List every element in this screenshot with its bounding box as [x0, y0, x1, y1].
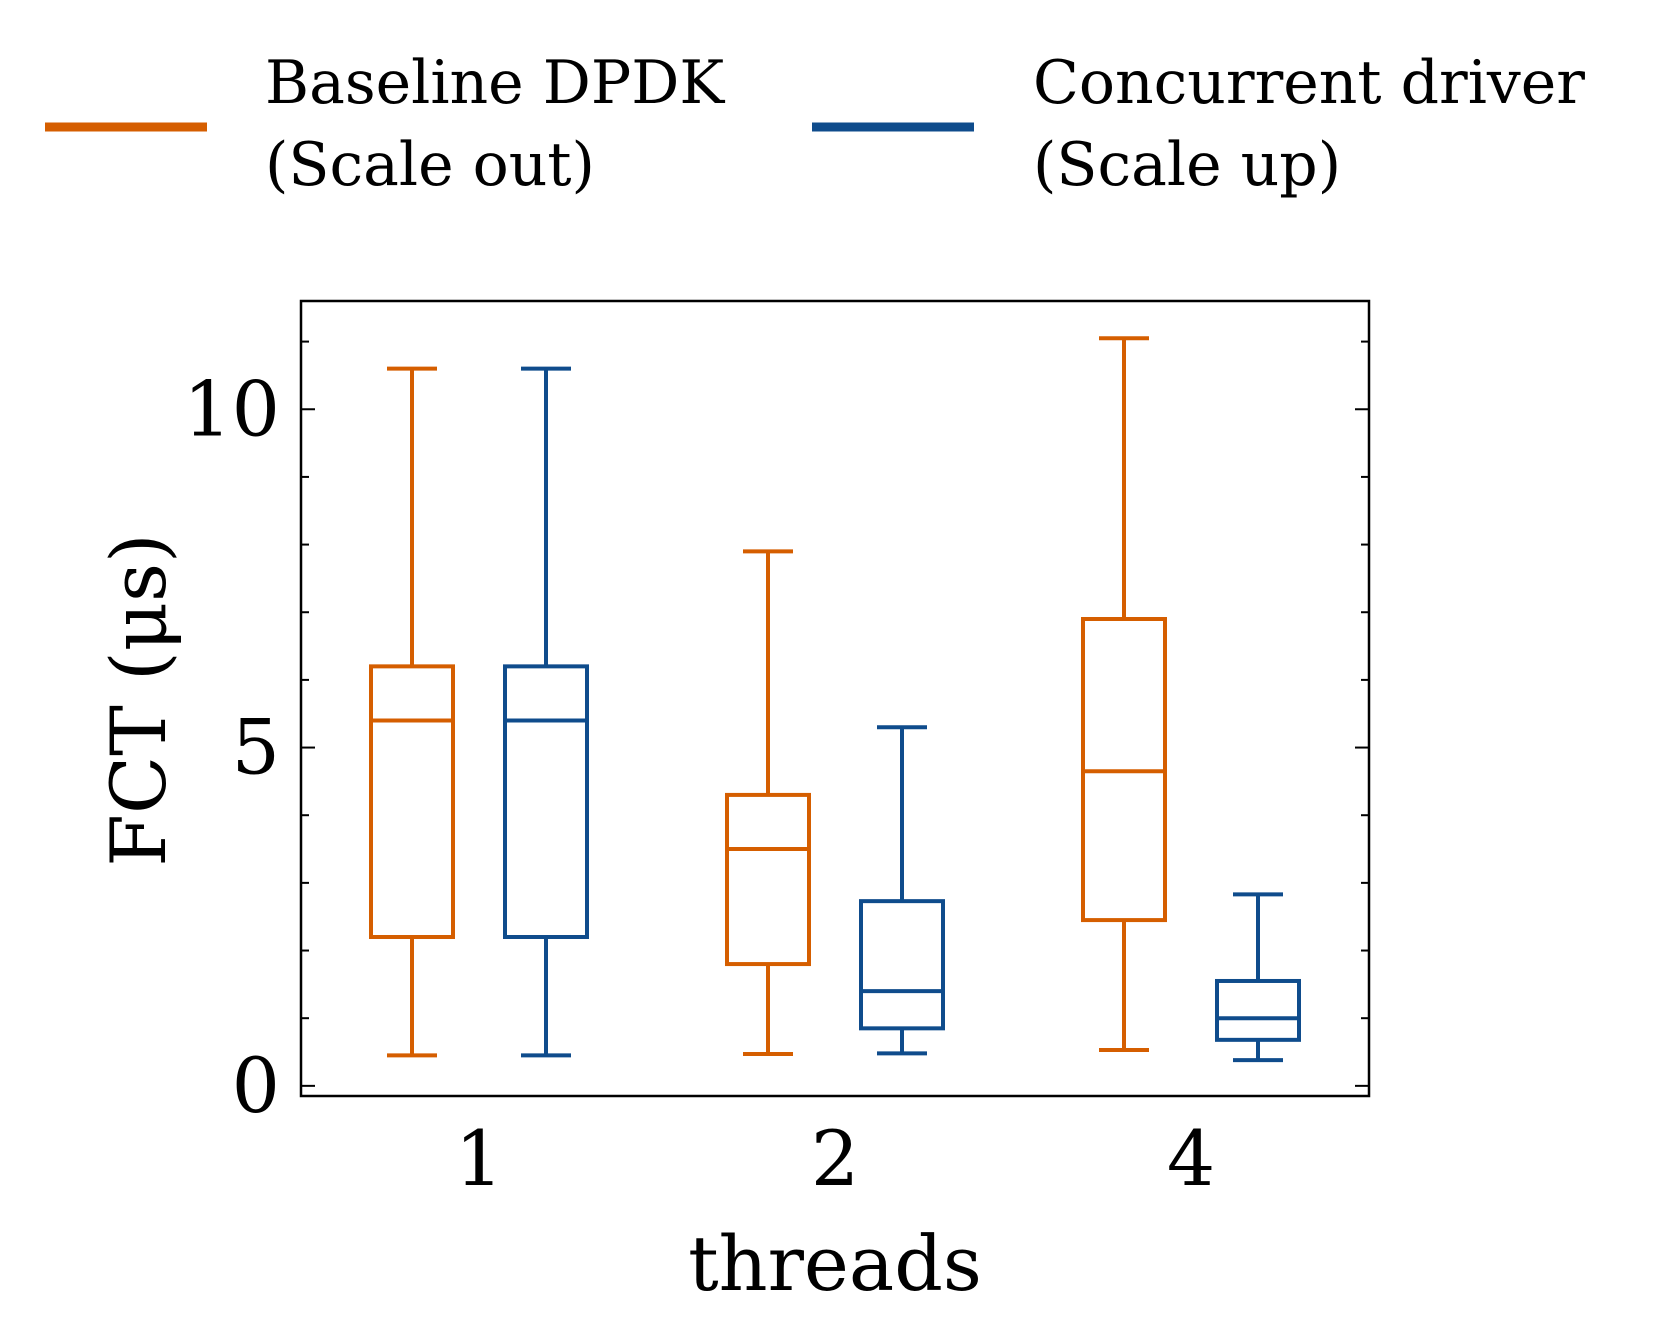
legend-label-baseline-line1: Baseline DPDK [265, 48, 725, 118]
y-axis-tick-labels: 0 5 10 [183, 364, 280, 1130]
y-tick-label: 5 [232, 703, 280, 792]
box-concurrent-driver-2 [859, 725, 945, 1056]
box-baseline-dpdk-4 [1081, 336, 1167, 1052]
legend: Baseline DPDK (Scale out) Concurrent dri… [45, 48, 1585, 200]
x-axis-label: threads [688, 1219, 982, 1308]
y-tick-label: 0 [232, 1041, 280, 1130]
plot-area-frame [299, 299, 1371, 1098]
box-iqr [369, 664, 455, 939]
x-tick-label: 2 [811, 1114, 859, 1203]
box-iqr [503, 664, 589, 939]
box-iqr [859, 899, 945, 1031]
box-baseline-dpdk-2 [725, 549, 811, 1057]
box-concurrent-driver-1 [503, 366, 589, 1058]
box-iqr [725, 792, 811, 967]
x-axis-tick-labels: 1 2 4 [455, 1114, 1215, 1203]
y-axis-label: FCT (μs) [94, 533, 183, 866]
box-plots [369, 336, 1301, 1063]
y-tick-label: 10 [183, 364, 280, 453]
box-concurrent-driver-4 [1215, 892, 1301, 1063]
x-tick-label: 1 [455, 1114, 503, 1203]
x-tick-label: 4 [1167, 1114, 1215, 1203]
legend-label-baseline-line2: (Scale out) [265, 130, 595, 200]
box-iqr [1215, 978, 1301, 1042]
y-axis-ticks [301, 340, 1369, 1087]
box-baseline-dpdk-1 [369, 366, 455, 1058]
legend-label-concurrent-line2: (Scale up) [1033, 130, 1341, 200]
legend-label-concurrent-line1: Concurrent driver [1033, 48, 1585, 118]
